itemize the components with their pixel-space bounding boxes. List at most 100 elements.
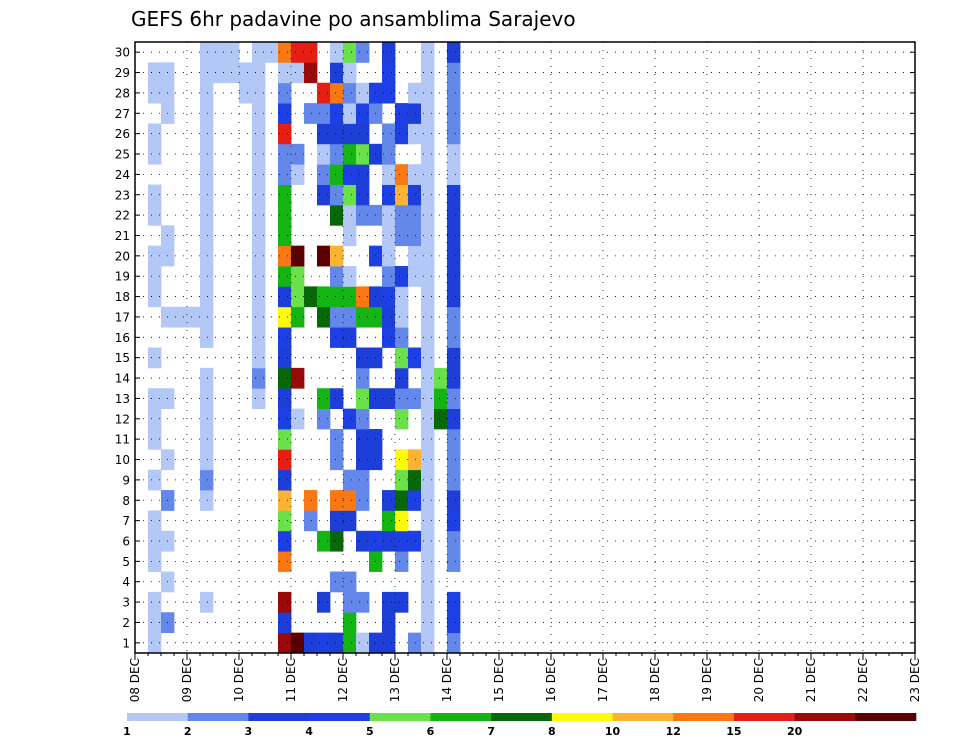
heatmap-cell [213,62,227,84]
heatmap-cell [447,388,461,409]
y-tick-label: 18 [115,290,130,304]
heatmap-cell [317,306,331,328]
heatmap-cell [447,591,461,613]
heatmap-cell [330,184,344,206]
heatmap-cell [148,510,162,532]
heatmap-cell [252,164,266,185]
x-axis: 08 DEC 09 DEC 10 DEC 11 DEC 12 DEC 13 DEC 14 D… [128,653,922,702]
heatmap-cell [330,164,344,185]
heatmap-cell [421,612,435,634]
heatmap-cell [200,490,214,511]
heatmap-cell [278,62,292,84]
heatmap-cell [447,347,461,369]
colorbar-swatch [430,713,492,721]
heatmap-cell [330,571,344,593]
x-tick-label: 15 DEC [492,658,506,702]
heatmap-cell [148,82,162,104]
y-tick-label: 1 [122,636,130,650]
heatmap-cell [421,632,435,654]
y-tick-label: 29 [115,66,130,80]
y-tick-label: 11 [115,433,130,447]
heatmap-cell [291,266,305,287]
heatmap-cell [395,103,409,124]
heatmap-cell [278,612,292,634]
heatmap-cell [174,306,188,328]
heatmap-cell [330,82,344,104]
heatmap-cell [317,286,331,308]
heatmap-cell [356,82,370,104]
heatmap-cell [395,408,409,430]
heatmap-cell [148,632,162,654]
heatmap-cell [356,428,370,450]
heatmap-cell [343,184,357,206]
heatmap-cell [252,62,266,84]
heatmap-cell [330,245,344,267]
heatmap-cell [343,408,357,430]
heatmap-cell [330,204,344,226]
heatmap-cell [421,469,435,491]
heatmap-cell [317,143,331,165]
heatmap-cell [408,632,422,654]
heatmap-cell [421,103,435,124]
heatmap-cell [343,62,357,84]
heatmap-cell [278,286,292,308]
heatmap-cell [200,184,214,206]
heatmap-cell [291,143,305,165]
heatmap-cell [382,82,396,104]
heatmap-cell [408,266,422,287]
heatmap-cell [356,123,370,145]
heatmap-cell [434,408,448,430]
heatmap-cell [421,571,435,593]
heatmap-cell [291,42,305,63]
heatmap-cell [200,428,214,450]
heatmap-cell [291,164,305,185]
chart-title: GEFS 6hr padavine po ansamblima Sarajevo [131,7,576,31]
heatmap-cell [421,225,435,247]
x-tick-label: 11 DEC [284,658,298,702]
heatmap-cell [395,530,409,552]
heatmap-cell [200,367,214,389]
heatmap-cell [343,490,357,511]
heatmap-cell [408,103,422,124]
colorbar-swatch [491,713,553,721]
colorbar-swatch [794,713,856,721]
colorbar-label: 15 [726,725,741,738]
heatmap-cell [447,449,461,471]
heatmap-cell [356,469,370,491]
heatmap-cell [278,184,292,206]
heatmap-cell [330,388,344,409]
x-tick-label: 19 DEC [700,658,714,702]
heatmap-cell [447,204,461,226]
heatmap-cell [447,123,461,145]
heatmap-cell [278,510,292,532]
heatmap-cell [278,591,292,613]
heatmap-cell [213,42,227,63]
heatmap-cell [278,347,292,369]
x-tick-label: 21 DEC [804,658,818,702]
heatmap-cell [382,62,396,84]
colorbar-swatch [612,713,674,721]
heatmap-cell [356,286,370,308]
heatmap-cell [148,612,162,634]
heatmap-cell [278,551,292,572]
heatmap-cell [148,551,162,572]
heatmap-cell [252,123,266,145]
heatmap-cell [252,367,266,389]
heatmap-cell [343,510,357,532]
colorbar: 1 2 3 4 5 6 7 8 10 12 15 20 [123,713,917,738]
colorbar-label: 1 [123,725,131,738]
heatmap-cell [408,530,422,552]
heatmap-cell [278,266,292,287]
heatmap-cell [343,469,357,491]
x-tick-label: 23 DEC [908,658,922,702]
y-tick-label: 30 [115,46,130,60]
heatmap-cell [356,408,370,430]
heatmap-cell [421,245,435,267]
heatmap-cell [330,510,344,532]
heatmap-cell [200,245,214,267]
heatmap-cell [200,306,214,328]
heatmap-cell [421,530,435,552]
heatmap-cell [447,143,461,165]
heatmap-cell [421,164,435,185]
y-axis: 1234567891011121314151617181920212223242… [115,46,915,650]
